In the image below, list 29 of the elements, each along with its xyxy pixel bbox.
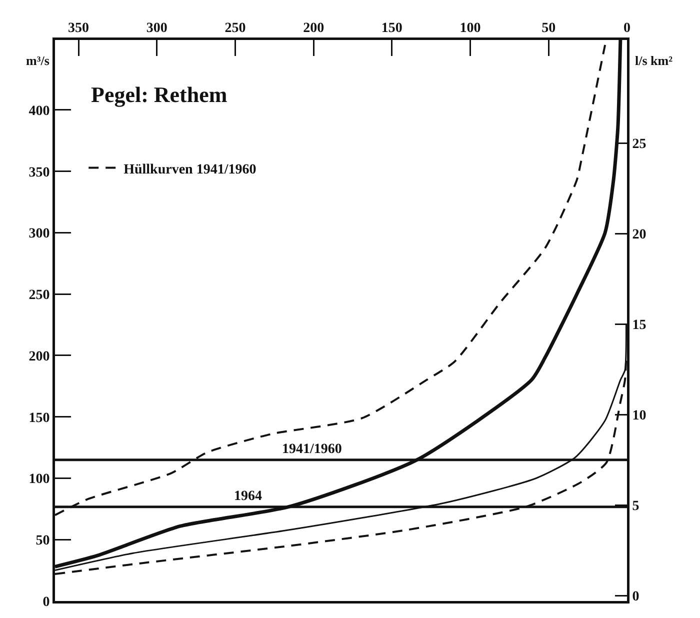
y2-axis-title: l/s km² bbox=[635, 53, 673, 68]
x-tick-label: 200 bbox=[303, 20, 324, 36]
y2-tick-label: 25 bbox=[632, 137, 646, 152]
y-tick-label: 200 bbox=[28, 349, 50, 364]
y2-tick-label: 0 bbox=[632, 589, 640, 604]
y-tick-label: 300 bbox=[28, 226, 50, 242]
y-tick-label: 400 bbox=[28, 104, 50, 119]
x-tick-label: 150 bbox=[381, 20, 402, 36]
series-label: 1941/1960 bbox=[282, 442, 342, 457]
y2-tick-label: 15 bbox=[632, 318, 646, 334]
x-tick-label: 100 bbox=[460, 20, 481, 36]
y-tick-label: 0 bbox=[42, 594, 50, 610]
y-tick-label: 150 bbox=[28, 410, 50, 426]
x-tick-label: 300 bbox=[146, 20, 168, 36]
y-tick-label: 350 bbox=[28, 165, 50, 180]
series-label: 1964 bbox=[234, 489, 262, 504]
x-tick-label: 350 bbox=[68, 20, 90, 36]
y2-tick-label: 10 bbox=[632, 408, 646, 424]
y-axis-title: m³/s bbox=[26, 53, 50, 68]
x-tick-label: 50 bbox=[542, 20, 556, 36]
x-tick-label: 250 bbox=[224, 20, 246, 36]
y-tick-label: 50 bbox=[36, 534, 50, 549]
y-tick-label: 100 bbox=[28, 472, 50, 488]
y2-tick-label: 5 bbox=[632, 498, 640, 514]
y-tick-label: 250 bbox=[28, 288, 50, 304]
y2-tick-label: 20 bbox=[632, 228, 646, 243]
text: Pegel: Rethem bbox=[91, 82, 228, 107]
legend-label: Hüllkurven 1941/1960 bbox=[124, 162, 256, 178]
x-tick-label: 0 bbox=[624, 20, 630, 36]
